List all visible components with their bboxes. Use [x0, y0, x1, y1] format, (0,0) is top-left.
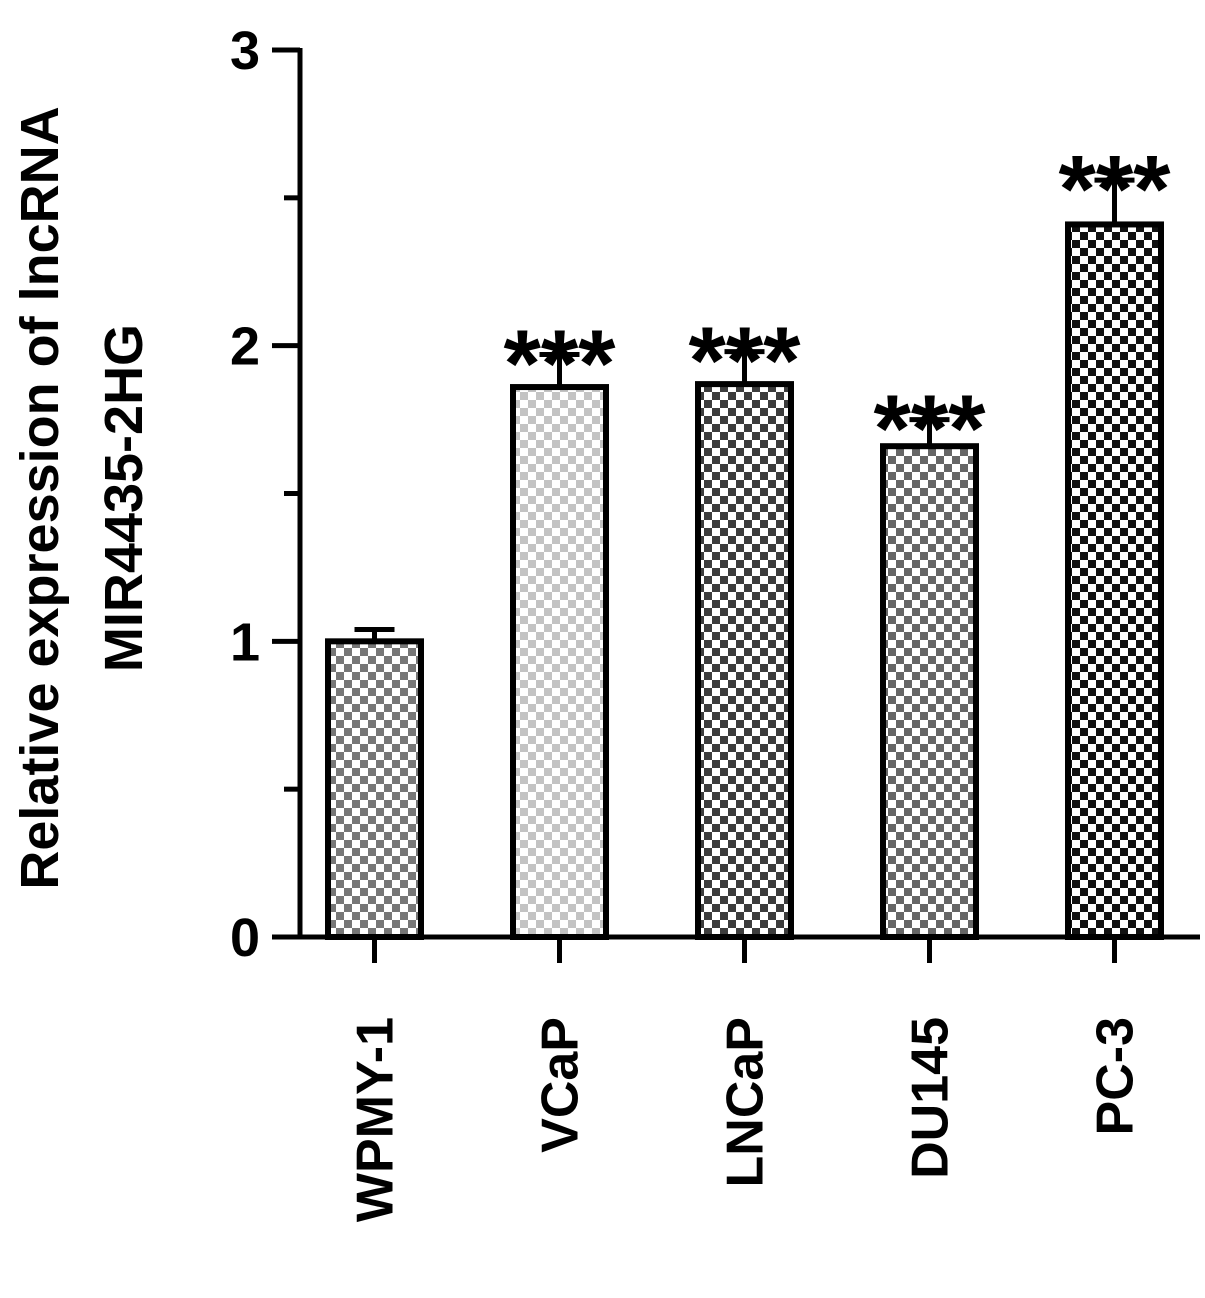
x-tick-label-lncap: LNCaP: [717, 1017, 775, 1187]
axes: [272, 47, 1200, 963]
x-tick-labels: WPMY-1 VCaP LNCaP DU145 PC-3: [347, 1017, 1145, 1222]
y-tick-labels: 0 1 2 3: [230, 21, 260, 968]
significance-labels: *** *** *** ***: [503, 136, 1171, 482]
x-tick-label-vcap: VCaP: [532, 1017, 590, 1153]
bar-vcap: [510, 384, 609, 940]
y-axis-label-line-1: Relative expression of lncRNA: [10, 106, 70, 889]
x-tick-label-pc-3: PC-3: [1087, 1017, 1145, 1135]
error-bar-du145: [909, 417, 950, 447]
error-bar-wpmy-1: [354, 627, 395, 642]
y-tick-label-1: 1: [230, 612, 260, 672]
significance-label-du145: ***: [873, 376, 986, 483]
error-bar-lncap: [724, 349, 765, 385]
error-bar-pc-3: [1094, 177, 1135, 225]
x-tick-label-du145: DU145: [902, 1017, 960, 1179]
significance-label-vcap: ***: [503, 311, 616, 418]
x-tick-label-wpmy-1: WPMY-1: [347, 1017, 405, 1222]
y-axis-label-line-2: MIR4435-2HG: [94, 324, 154, 672]
bar-lncap: [695, 381, 794, 940]
bar-du145: [880, 443, 979, 940]
significance-label-pc-3: ***: [1058, 136, 1171, 243]
error-bars: [354, 177, 1135, 642]
bar-pc-3: [1065, 221, 1164, 940]
y-tick-label-0: 0: [230, 908, 260, 968]
significance-label-lncap: ***: [688, 308, 801, 415]
y-tick-label-2: 2: [230, 317, 260, 377]
bar-wpmy-1: [325, 638, 424, 940]
y-axis-label: Relative expression of lncRNA MIR4435-2HG: [10, 106, 154, 889]
y-tick-label-3: 3: [230, 21, 260, 81]
error-bar-vcap: [539, 352, 580, 388]
